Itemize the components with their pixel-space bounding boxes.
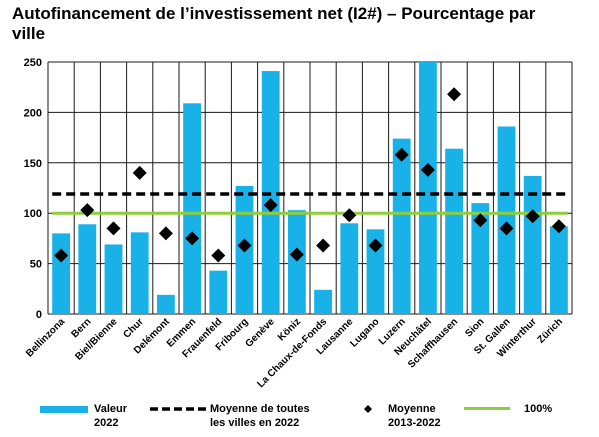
bar [366, 229, 385, 314]
x-tick-label: Zürich [536, 316, 565, 345]
x-tick-label: Sion [463, 316, 486, 339]
x-tick-label: Bellinzona [24, 316, 67, 359]
y-tick-label: 0 [36, 309, 42, 321]
legend-swatch-dashed-line [150, 407, 206, 411]
bar [392, 138, 411, 314]
y-tick-label: 100 [24, 208, 42, 220]
average-markers [54, 87, 566, 263]
diamond-marker [211, 248, 226, 263]
legend-swatch-bar [40, 406, 88, 413]
diamond-marker [420, 162, 435, 177]
diamond-marker [237, 238, 252, 253]
diamond-marker [158, 226, 173, 241]
diamond-marker [342, 208, 357, 223]
diamond-marker [263, 198, 278, 213]
y-tick-label: 250 [24, 57, 42, 69]
diamond-marker [551, 219, 566, 234]
diamond-marker [447, 87, 462, 102]
reference-lines [52, 192, 568, 215]
legend-label-line2: 2013-2022 [388, 417, 441, 429]
bar [78, 224, 97, 314]
legend-swatch-green-line [464, 407, 510, 410]
diamond-marker [289, 247, 304, 262]
bar [156, 294, 175, 314]
bar [314, 289, 333, 314]
legend-swatch-diamond [364, 405, 372, 413]
chart-area: 0 50 100 150 200 250 Bellinzona BernBiel/Bienn… [24, 57, 573, 390]
diamond-marker [316, 238, 331, 253]
diamond-marker [368, 238, 383, 253]
y-axis-tick-labels: 0 50 100 150 200 250 [24, 57, 42, 321]
legend-label-line1: Valeur [94, 403, 128, 415]
y-tick-label: 50 [30, 259, 42, 271]
bar [287, 210, 306, 314]
x-tick-label: Bern [70, 316, 94, 340]
diamond-marker [132, 165, 147, 180]
diamond-marker [525, 209, 540, 224]
bar [523, 175, 542, 314]
x-tick-label: Lugano [348, 316, 381, 349]
bar [104, 244, 123, 314]
x-tick-label: Genève [243, 316, 277, 350]
legend-label-line1: Moyenne de toutes [210, 403, 310, 415]
chart-title: Autofinancement de l’investissement net … [12, 4, 536, 43]
diamond-marker [499, 221, 514, 236]
diamond-marker [473, 213, 488, 228]
bar [445, 148, 464, 314]
bar [130, 232, 149, 314]
y-tick-label: 150 [24, 158, 42, 170]
diamond-marker [80, 203, 95, 218]
legend-label-line1: Moyenne [388, 403, 436, 415]
bar [340, 223, 359, 314]
diamond-marker [394, 147, 409, 162]
legend-label-line2: 2022 [94, 417, 119, 429]
diamond-marker [54, 248, 69, 263]
bar-series [52, 62, 568, 315]
bar [418, 62, 437, 314]
legend: Valeur 2022 Moyenne de toutes les villes… [0, 400, 599, 437]
bar [549, 226, 568, 314]
bar [209, 270, 228, 314]
legend-label-line1: 100% [524, 403, 553, 415]
grid-lines [47, 61, 573, 315]
bar [52, 233, 71, 314]
bar [471, 203, 490, 314]
bar [183, 103, 202, 314]
legend-label-line2: les villes en 2022 [210, 417, 300, 429]
y-tick-label: 200 [24, 107, 42, 119]
bar [497, 126, 516, 315]
diamond-marker [185, 231, 200, 246]
diamond-marker [106, 221, 121, 236]
